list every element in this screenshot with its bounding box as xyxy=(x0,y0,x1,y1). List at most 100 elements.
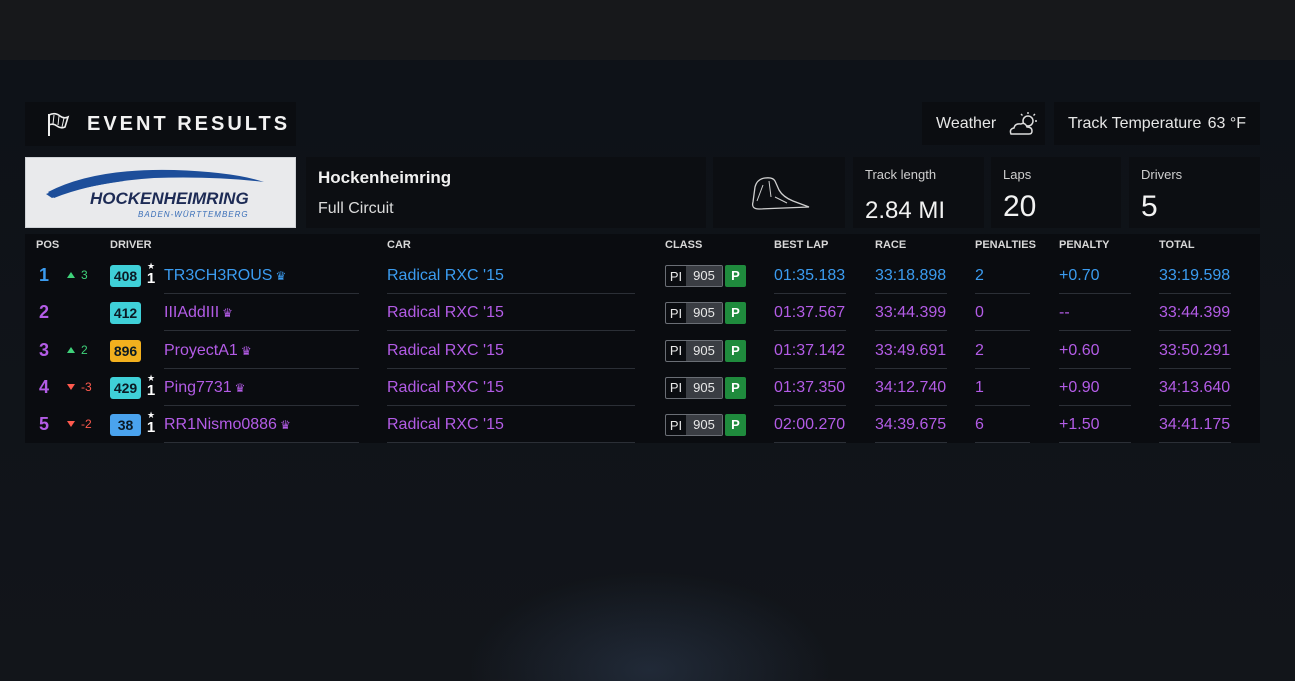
track-length-value: 2.84 MI xyxy=(865,197,946,224)
race-time: 33:18.898 xyxy=(875,267,947,284)
divider xyxy=(975,293,1030,294)
track-length-label: Track length xyxy=(865,167,937,182)
arrow-up-icon xyxy=(67,346,75,353)
crown-icon: ♛ xyxy=(279,418,291,433)
divider xyxy=(164,330,359,332)
table-row[interactable]: 4 -3 429 ★ 1 Ping7731 ♛ Radical RXC '15 PI 905 P 01… xyxy=(25,369,1260,406)
class-badge: P xyxy=(725,339,746,362)
pi-rating: PI 905 xyxy=(665,414,723,437)
logo-text: HOCKENHEIMRING xyxy=(90,189,249,208)
divider xyxy=(164,367,359,369)
table-row[interactable]: 5 -2 38 ★ 1 RR1Nismo0886 ♛ Radical RXC '15 PI 905… xyxy=(25,406,1260,444)
race-time: 34:39.675 xyxy=(875,416,947,434)
track-temp-label: Track Temperature xyxy=(1068,114,1202,132)
position-change: 2 xyxy=(67,332,88,369)
penalties-count: 0 xyxy=(975,304,984,322)
header-penalties: PENALTIES xyxy=(975,239,1036,251)
position-change: -3 xyxy=(67,369,92,406)
penalty-time: +0.70 xyxy=(1059,267,1100,284)
divider xyxy=(875,404,947,406)
total-time: 33:50.291 xyxy=(1159,341,1231,359)
hockenheimring-logo: HOCKENHEIMRING BADEN-WÜRTTEMBERG xyxy=(46,169,264,219)
arrow-down-icon xyxy=(67,421,75,428)
driver-name[interactable]: IIIAddIII ♛ xyxy=(164,304,233,322)
divider xyxy=(1159,330,1231,332)
top-bar xyxy=(0,0,1295,60)
table-row[interactable]: 2 412 IIIAddIII ♛ Radical RXC '15 PI 905 P 01:37… xyxy=(25,294,1260,332)
laps-stat: Laps 20 xyxy=(991,157,1121,228)
header-total: TOTAL xyxy=(1159,239,1195,251)
penalties-count: 2 xyxy=(975,341,984,359)
drivers-value: 5 xyxy=(1141,190,1158,223)
driver-name[interactable]: Ping7731 ♛ xyxy=(164,378,246,396)
track-name-panel: Hockenheimring Full Circuit xyxy=(306,157,706,228)
car-name: Radical RXC '15 xyxy=(387,341,504,359)
class-badge: P xyxy=(725,376,746,399)
star-rank-icon: ★ 1 xyxy=(146,372,156,399)
penalty-time: +1.50 xyxy=(1059,416,1100,434)
star-rank-icon: ★ 1 xyxy=(146,261,156,287)
divider xyxy=(774,330,846,332)
divider xyxy=(1159,367,1231,369)
total-time: 34:13.640 xyxy=(1159,378,1231,396)
divider xyxy=(1059,367,1131,369)
divider xyxy=(1059,330,1131,332)
car-name: Radical RXC '15 xyxy=(387,304,504,322)
header-penalty: PENALTY xyxy=(1059,239,1110,251)
partly-cloudy-icon xyxy=(1009,111,1038,135)
divider xyxy=(164,293,359,294)
track-map xyxy=(713,157,845,228)
checkered-flag-icon xyxy=(48,112,70,136)
best-lap: 01:35.183 xyxy=(774,267,846,284)
driver-name[interactable]: TR3CH3ROUS ♛ xyxy=(164,267,287,284)
divider xyxy=(387,442,635,444)
divider xyxy=(875,367,947,369)
total-time: 33:44.399 xyxy=(1159,304,1231,322)
divider xyxy=(387,367,635,369)
driver-rating-badge: 412 xyxy=(110,302,141,325)
divider xyxy=(774,293,846,294)
track-temperature-panel: Track Temperature 63 °F xyxy=(1054,102,1260,145)
position-change: 3 xyxy=(67,257,88,294)
race-time: 34:12.740 xyxy=(875,378,947,396)
crown-icon: ♛ xyxy=(234,380,246,395)
header-driver: DRIVER xyxy=(110,239,152,251)
position: 4 xyxy=(39,376,50,397)
position-change: -2 xyxy=(67,406,92,443)
arrow-up-icon xyxy=(67,272,75,278)
pi-rating: PI 905 xyxy=(665,302,723,325)
table-header: POS DRIVER CAR CLASS BEST LAP RACE PENAL… xyxy=(25,239,1260,255)
drivers-stat: Drivers 5 xyxy=(1129,157,1260,228)
car-name: Radical RXC '15 xyxy=(387,267,504,284)
track-logo: HOCKENHEIMRING BADEN-WÜRTTEMBERG xyxy=(25,157,296,228)
table-row[interactable]: 3 2 896 ProyectA1 ♛ Radical RXC '15 PI 905 P 01:3… xyxy=(25,332,1260,369)
driver-name[interactable]: RR1Nismo0886 ♛ xyxy=(164,416,291,434)
drivers-label: Drivers xyxy=(1141,167,1183,182)
race-time: 33:44.399 xyxy=(875,304,947,322)
divider xyxy=(975,442,1030,444)
divider xyxy=(164,404,359,406)
header-best-lap: BEST LAP xyxy=(774,239,829,251)
header-pos: POS xyxy=(36,239,60,251)
table-row[interactable]: 1 3 408 ★ 1 TR3CH3ROUS ♛ Radical RXC '15 PI 905 P 0… xyxy=(25,257,1260,294)
divider xyxy=(975,404,1030,406)
divider xyxy=(975,330,1030,332)
best-lap: 01:37.142 xyxy=(774,341,846,359)
car-name: Radical RXC '15 xyxy=(387,378,504,396)
divider xyxy=(975,367,1030,369)
arrow-down-icon xyxy=(67,383,75,390)
logo-subtext: BADEN-WÜRTTEMBERG xyxy=(138,210,249,219)
track-length-stat: Track length 2.84 MI xyxy=(853,157,984,228)
race-time: 33:49.691 xyxy=(875,341,947,359)
crown-icon: ♛ xyxy=(275,269,287,283)
driver-rating-badge: 429 xyxy=(110,376,141,399)
divider xyxy=(774,404,846,406)
driver-name[interactable]: ProyectA1 ♛ xyxy=(164,341,252,359)
car-name: Radical RXC '15 xyxy=(387,416,504,434)
penalty-time: +0.90 xyxy=(1059,378,1100,396)
divider xyxy=(387,404,635,406)
divider xyxy=(1159,293,1231,294)
divider xyxy=(875,293,947,294)
divider xyxy=(164,442,359,444)
total-time: 34:41.175 xyxy=(1159,416,1231,434)
